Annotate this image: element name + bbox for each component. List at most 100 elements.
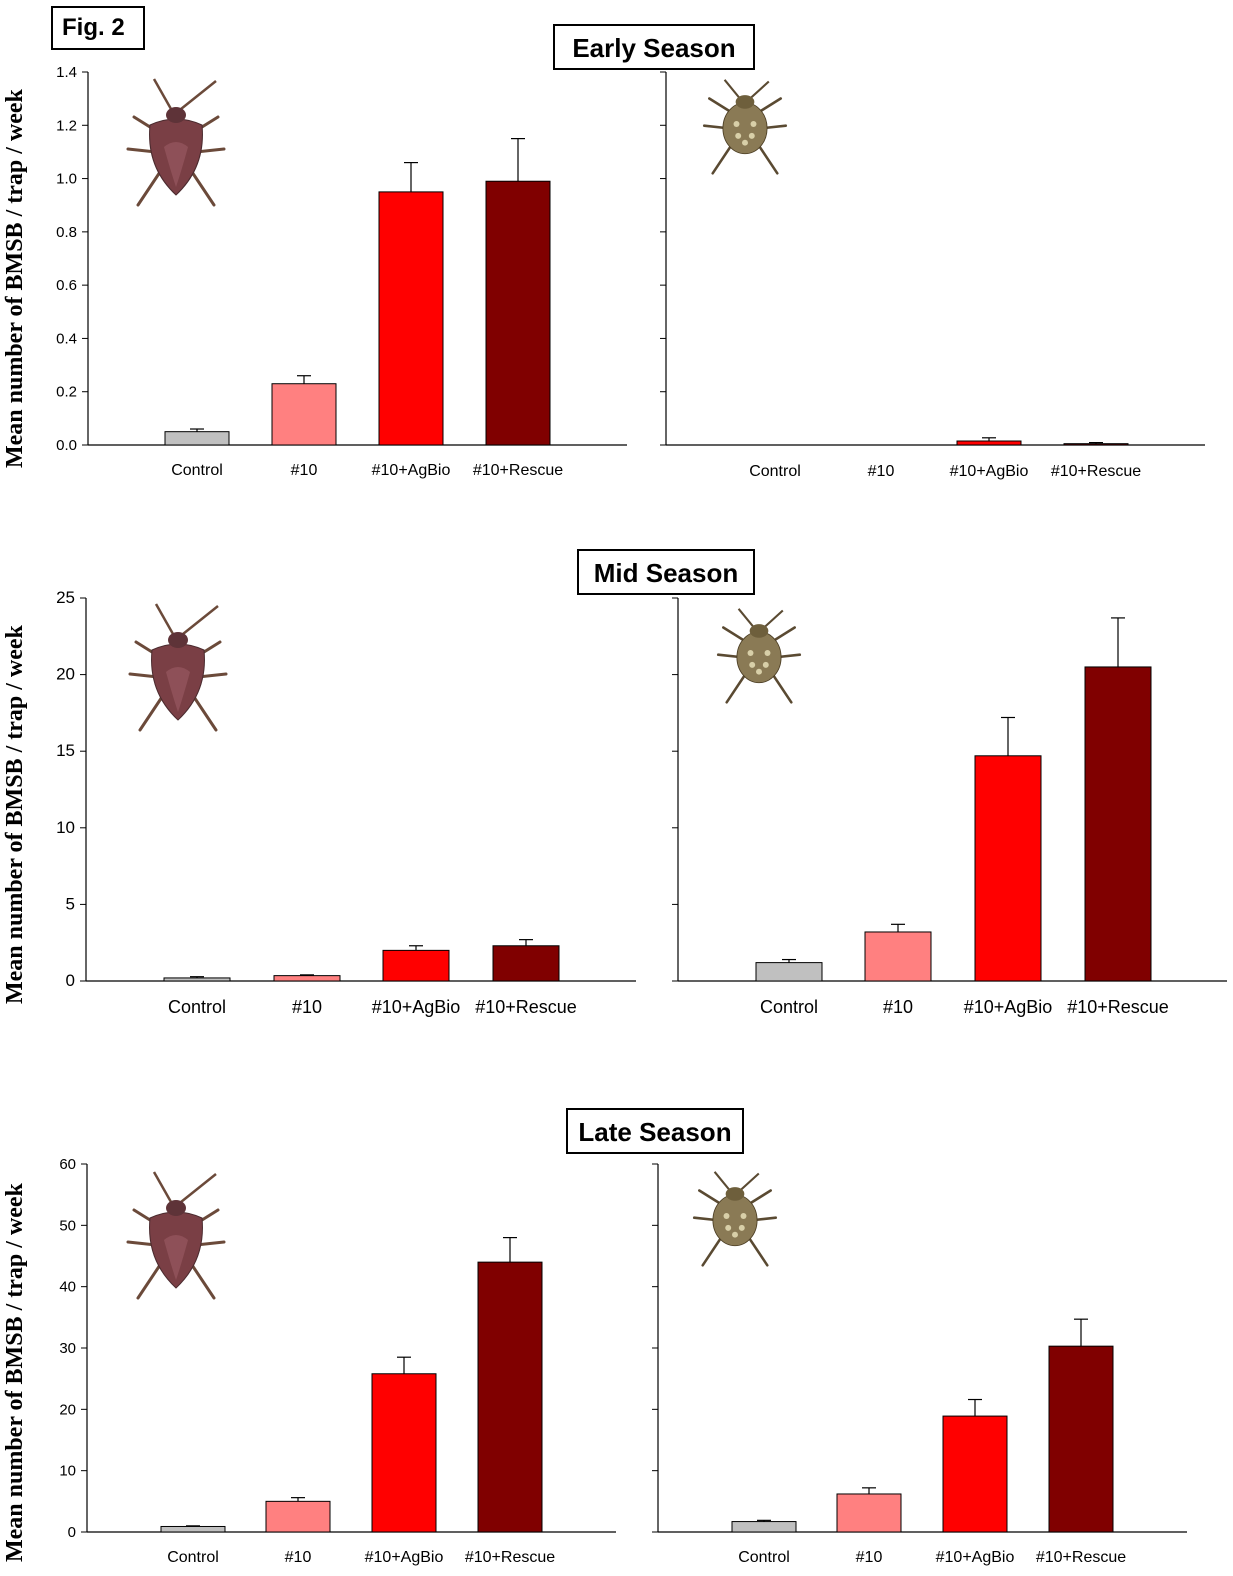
adult-stink-bug-icon: [126, 1171, 226, 1300]
season-title-early: Early Season: [553, 24, 755, 70]
y-tick-label: 0: [68, 1524, 76, 1541]
bar: [1063, 443, 1129, 446]
y-tick-label: 1.0: [56, 171, 77, 188]
x-tick-label: Control: [167, 1549, 219, 1566]
error-bar: [1001, 716, 1015, 756]
error-bar: [190, 428, 204, 432]
y-tick-label: 50: [59, 1217, 76, 1234]
y-tick-label: 0.2: [56, 384, 77, 401]
error-bar: [968, 1398, 982, 1417]
bar: [371, 1373, 437, 1533]
error-bar: [982, 437, 996, 442]
bar: [864, 931, 932, 982]
x-tick-label: #10: [292, 997, 322, 1017]
bar: [956, 440, 1022, 446]
x-tick-label: Control: [760, 997, 818, 1017]
y-tick-label: 1.4: [56, 64, 77, 81]
error-bar: [503, 1236, 517, 1263]
bar: [265, 1500, 331, 1533]
x-tick-label: #10+AgBio: [964, 997, 1053, 1017]
x-tick-label: #10: [285, 1549, 312, 1566]
x-tick-label: #10+Rescue: [1051, 463, 1141, 480]
season-title-mid: Mid Season: [577, 549, 755, 595]
figure-label: Fig. 2: [51, 6, 145, 50]
bar: [485, 180, 551, 446]
x-tick-label: #10+AgBio: [950, 463, 1029, 480]
bar: [836, 1493, 902, 1533]
bar: [378, 191, 444, 446]
error-bar: [1074, 1318, 1088, 1347]
error-bar: [190, 976, 204, 978]
error-bar: [519, 939, 533, 946]
x-tick-label: Control: [749, 463, 801, 480]
bar: [477, 1261, 543, 1533]
x-tick-label: #10+AgBio: [365, 1549, 444, 1566]
error-bar: [757, 1519, 771, 1522]
error-bar: [404, 161, 418, 192]
nymph-stink-bug-icon: [702, 79, 788, 175]
x-tick-label: #10+AgBio: [372, 462, 451, 479]
y-tick-label: 15: [56, 741, 75, 760]
x-tick-label: Control: [171, 462, 223, 479]
nymph-stink-bug-icon: [716, 608, 802, 704]
error-bar: [1111, 617, 1125, 667]
x-tick-label: Control: [738, 1549, 790, 1566]
x-tick-label: #10+AgBio: [936, 1549, 1015, 1566]
y-tick-label: 60: [59, 1156, 76, 1173]
bar: [1084, 666, 1152, 982]
bar: [1048, 1345, 1114, 1533]
x-tick-label: #10+Rescue: [1067, 997, 1169, 1017]
bar: [273, 975, 341, 982]
y-tick-label: 25: [56, 588, 75, 607]
bar: [731, 1521, 797, 1533]
y-tick-label: 20: [56, 665, 75, 684]
error-bar: [297, 375, 311, 384]
y-tick-label: 0.4: [56, 330, 77, 347]
bar: [942, 1415, 1008, 1533]
error-bar: [397, 1356, 411, 1374]
bar: [164, 431, 230, 446]
y-tick-label: 0: [66, 971, 75, 990]
y-tick-label: 5: [66, 894, 75, 913]
y-tick-label: 0.6: [56, 277, 77, 294]
error-bar: [291, 1497, 305, 1502]
bar: [755, 962, 823, 982]
adult-stink-bug-icon: [128, 603, 228, 732]
y-tick-label: 10: [56, 818, 75, 837]
bar: [160, 1525, 226, 1533]
bar: [492, 945, 560, 982]
bar: [382, 949, 450, 982]
bar: [271, 383, 337, 446]
chart-panel: 0 5 10 15 20 25 Control #10 #10+AgBio #10+Rescue: [56, 588, 636, 1017]
chart-panel: Control #10 #10+AgBio #10+Rescue: [672, 597, 1227, 1017]
chart-panel: 0 10 20 30 40 50 60 Control #10 #10+AgBio #10+Resc…: [59, 1156, 616, 1566]
error-bar: [186, 1525, 200, 1527]
x-tick-label: #10: [291, 462, 318, 479]
x-tick-label: #10+AgBio: [372, 997, 461, 1017]
x-tick-label: #10: [868, 463, 895, 480]
x-tick-label: #10+Rescue: [475, 997, 577, 1017]
error-bar: [862, 1487, 876, 1494]
chart-panel: 0.0 0.2 0.4 0.6 0.8 1.0 1.2 1.4 Control #10 #10+Ag…: [56, 64, 627, 479]
x-tick-label: #10+Rescue: [1036, 1549, 1126, 1566]
chart-panel: Control #10 #10+AgBio #10+Rescue: [652, 1163, 1187, 1566]
y-tick-label: 0.8: [56, 224, 77, 241]
error-bar: [511, 138, 525, 182]
y-tick-label: 10: [59, 1463, 76, 1480]
error-bar: [891, 923, 905, 932]
error-bar: [300, 974, 314, 976]
nymph-stink-bug-icon: [692, 1171, 778, 1267]
y-tick-label: 30: [59, 1340, 76, 1357]
x-tick-label: Control: [168, 997, 226, 1017]
season-title-late: Late Season: [566, 1108, 744, 1154]
error-bar: [1089, 442, 1103, 444]
bar: [163, 977, 231, 982]
chart-panel: Control #10 #10+AgBio #10+Rescue: [660, 71, 1205, 480]
adult-stink-bug-icon: [126, 78, 226, 207]
x-tick-label: #10: [883, 997, 913, 1017]
x-tick-label: #10: [856, 1549, 883, 1566]
error-bar: [782, 958, 796, 963]
x-tick-label: #10+Rescue: [473, 462, 563, 479]
